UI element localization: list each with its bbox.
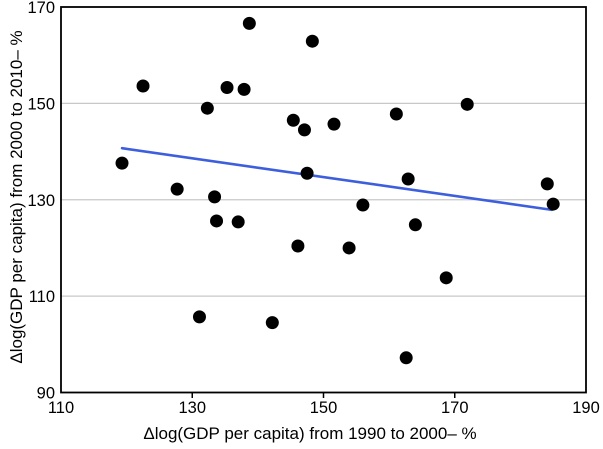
gridlines-layer xyxy=(61,102,586,297)
x-tick-label: 110 xyxy=(48,399,74,417)
x-tick-label: 150 xyxy=(310,399,338,417)
x-axis-title: Δlog(GDP per capita) from 1990 to 2000– … xyxy=(143,424,476,443)
y-tick-label: 170 xyxy=(27,0,55,17)
scatter-point xyxy=(200,101,214,115)
scatter-point xyxy=(408,218,422,232)
x-tick-label: 170 xyxy=(441,399,469,417)
scatter-point xyxy=(399,351,413,365)
x-tick-label: 130 xyxy=(178,399,206,417)
scatter-point xyxy=(291,239,305,253)
scatter-point xyxy=(210,214,224,228)
scatter-point xyxy=(297,123,311,137)
trendline-layer xyxy=(120,146,554,212)
y-tick-label: 110 xyxy=(29,288,55,306)
y-axis-title: Δlog(GDP per capita) from 2000 to 2010– … xyxy=(7,30,26,363)
scatter-point xyxy=(546,197,560,211)
y-tick-label: 90 xyxy=(37,385,55,403)
scatter-point xyxy=(401,172,415,186)
scatter-point xyxy=(208,190,222,204)
y-tick-label: 150 xyxy=(27,95,55,113)
scatter-point xyxy=(237,82,251,96)
scatter-point xyxy=(170,182,184,196)
trend-line xyxy=(120,146,554,212)
scatter-point xyxy=(242,16,256,30)
scatter-point xyxy=(327,117,341,131)
scatter-point xyxy=(356,198,370,212)
scatter-point xyxy=(286,113,300,127)
scatter-point xyxy=(192,310,206,324)
scatter-point xyxy=(389,107,403,121)
x-tick-label: 190 xyxy=(572,399,600,417)
scatter-point xyxy=(439,271,453,285)
scatter-point xyxy=(115,156,129,170)
scatter-points-layer xyxy=(115,16,560,365)
scatter-point xyxy=(540,177,554,191)
y-tick-label: 130 xyxy=(27,192,55,210)
scatter-point xyxy=(265,316,279,330)
scatter-point xyxy=(231,215,245,229)
scatter-point xyxy=(342,241,356,255)
scatter-point xyxy=(460,97,474,111)
scatter-point xyxy=(305,34,319,48)
scatter-point xyxy=(136,79,150,93)
scatter-point xyxy=(220,80,234,94)
scatter-point xyxy=(300,166,314,180)
